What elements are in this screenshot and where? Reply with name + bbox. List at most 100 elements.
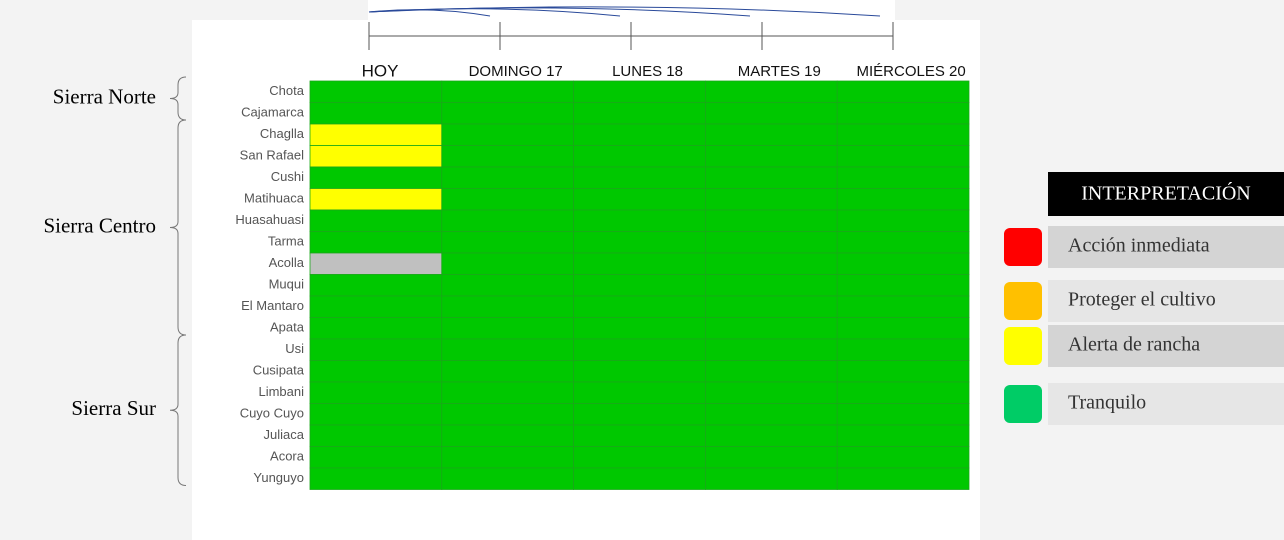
status-cell (309, 145, 443, 168)
status-cell (705, 360, 838, 383)
status-cell (441, 424, 574, 447)
status-cell (573, 188, 706, 211)
status-cell (309, 317, 443, 340)
status-cell (705, 381, 838, 404)
status-cell (309, 166, 443, 189)
status-cell (573, 295, 706, 318)
status-cell (441, 338, 574, 361)
status-cell (573, 102, 706, 125)
status-cell (441, 166, 574, 189)
status-cell (705, 231, 838, 254)
day-header: DOMINGO 17 (469, 63, 563, 80)
status-cell (705, 123, 838, 146)
status-cell (836, 252, 970, 275)
region-brace (169, 76, 187, 121)
status-cell (836, 166, 970, 189)
status-cell (441, 403, 574, 426)
status-cell (836, 403, 970, 426)
legend-row (1048, 325, 1284, 367)
status-cell (441, 446, 574, 469)
status-cell (573, 274, 706, 297)
status-cell (441, 123, 574, 146)
status-cell (309, 403, 443, 426)
legend-label: Proteger el cultivo (1068, 289, 1216, 311)
status-cell (309, 295, 443, 318)
region-label: Sierra Sur (71, 396, 156, 420)
status-cell (836, 424, 970, 447)
place-label: Cusipata (253, 363, 305, 378)
region-brace (169, 334, 187, 486)
region-brace (169, 119, 187, 336)
status-cell (441, 102, 574, 125)
status-cell (441, 360, 574, 383)
status-cell (705, 145, 838, 168)
status-cell (705, 338, 838, 361)
status-cell (836, 274, 970, 297)
status-cell (836, 102, 970, 125)
status-cell (441, 188, 574, 211)
status-cell (573, 446, 706, 469)
status-cell (705, 295, 838, 318)
status-cell (309, 80, 443, 103)
place-label: Acolla (269, 255, 305, 270)
region-label: Sierra Centro (43, 213, 156, 237)
status-cell (441, 274, 574, 297)
place-label: El Mantaro (241, 298, 304, 313)
status-cell (309, 467, 443, 490)
legend-label: Tranquilo (1068, 392, 1146, 414)
status-cell (705, 317, 838, 340)
status-cell (836, 188, 970, 211)
status-cell (836, 123, 970, 146)
status-cell (705, 252, 838, 275)
place-label: Juliaca (264, 427, 305, 442)
status-cell (705, 446, 838, 469)
status-cell (573, 123, 706, 146)
place-label: Chota (269, 83, 304, 98)
status-cell (309, 188, 443, 211)
status-cell (836, 145, 970, 168)
region-label: Sierra Norte (53, 84, 156, 108)
status-cell (573, 381, 706, 404)
legend-row (1048, 226, 1284, 268)
status-cell (836, 338, 970, 361)
place-label: Matihuaca (244, 191, 305, 206)
legend-swatch (1004, 327, 1042, 365)
status-cell (705, 209, 838, 232)
status-cell (836, 381, 970, 404)
status-cell (573, 360, 706, 383)
status-cell (309, 274, 443, 297)
day-header: MIÉRCOLES 20 (856, 63, 965, 80)
status-cell (441, 209, 574, 232)
legend-header (1048, 172, 1284, 216)
status-cell (705, 102, 838, 125)
legend-title: INTERPRETACIÓN (1081, 181, 1251, 205)
status-cell (309, 252, 443, 275)
day-header: MARTES 19 (738, 63, 821, 80)
timeline (368, 0, 895, 52)
status-cell (309, 209, 443, 232)
status-cell (573, 209, 706, 232)
status-cell (836, 467, 970, 490)
status-cell (836, 446, 970, 469)
day-header: LUNES 18 (612, 63, 683, 80)
status-cell (705, 424, 838, 447)
day-header: HOY (362, 61, 399, 80)
place-label: Apata (270, 320, 305, 335)
place-label: Limbani (258, 384, 304, 399)
legend-swatch (1004, 228, 1042, 266)
status-cell (705, 166, 838, 189)
place-label: Tarma (268, 234, 305, 249)
status-cell (573, 403, 706, 426)
status-cell (836, 209, 970, 232)
place-label: Cuyo Cuyo (240, 406, 304, 421)
status-cell (309, 123, 443, 146)
legend-swatch (1004, 282, 1042, 320)
legend-label: Acción inmediata (1068, 235, 1210, 257)
status-cell (441, 145, 574, 168)
status-cell (309, 424, 443, 447)
status-cell (309, 446, 443, 469)
status-cell (705, 274, 838, 297)
status-cell (573, 317, 706, 340)
status-cell (441, 295, 574, 318)
